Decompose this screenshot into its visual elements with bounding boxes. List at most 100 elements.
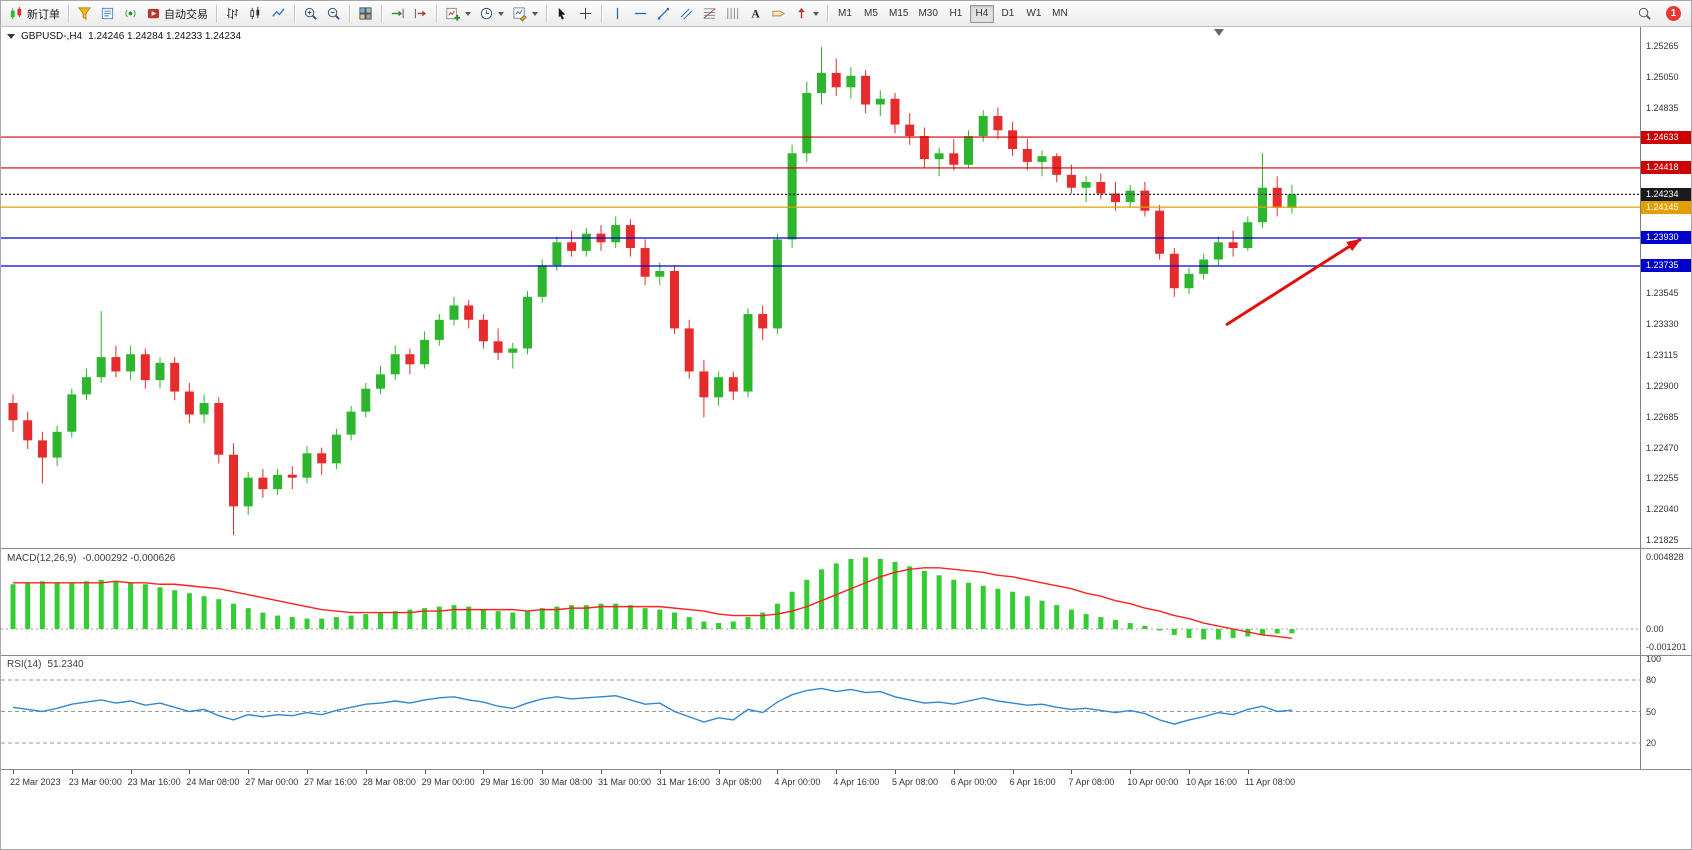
rsi-value: 51.2340	[47, 659, 84, 670]
candle-body	[817, 72, 826, 94]
macd-bar	[1010, 591, 1016, 629]
chart-shift-button[interactable]	[409, 4, 432, 24]
macd-bar	[172, 590, 178, 629]
price-axis-label: 1.24835	[1646, 103, 1679, 114]
macd-bar	[10, 584, 16, 629]
template-icon	[513, 6, 527, 22]
timeframe-m5[interactable]: M5	[859, 5, 883, 23]
zoom-out-button[interactable]	[322, 4, 345, 24]
macd-bar	[907, 566, 913, 629]
macd-bar	[848, 558, 854, 629]
candle-body	[229, 454, 238, 507]
candle-body	[861, 75, 871, 105]
bar-chart-button[interactable]	[221, 4, 244, 24]
text-label-icon	[772, 10, 786, 17]
time-axis-tick	[1189, 770, 1190, 774]
candle-body	[170, 362, 180, 392]
vertical-line-icon	[616, 7, 619, 20]
candle-body	[1258, 187, 1267, 223]
cycle-lines-button[interactable]	[721, 4, 744, 24]
zoom-in-button[interactable]	[299, 4, 322, 24]
notification-badge[interactable]: 1	[1666, 6, 1681, 21]
timeframe-m30[interactable]: M30	[914, 5, 941, 23]
time-axis-label: 4 Apr 16:00	[833, 777, 880, 787]
macd-panel-canvas[interactable]	[1, 550, 1640, 654]
candlestick-chart-button[interactable]	[244, 4, 267, 24]
autotrading-button[interactable]: 自动交易	[142, 4, 212, 24]
time-axis-tick	[836, 770, 838, 774]
rsi-line	[12, 687, 1292, 725]
candle-body	[919, 136, 929, 160]
crosshair-button[interactable]	[574, 4, 597, 24]
rsi-panel-canvas[interactable]	[1, 656, 1640, 769]
timeframe-h4[interactable]: H4	[969, 4, 994, 23]
fibonacci-button[interactable]	[698, 4, 721, 24]
price-axis[interactable]: 1.25265 1.25050 1.24835 1.23545 1.23330 1.231…	[1640, 27, 1691, 791]
trend-line-button[interactable]	[652, 4, 675, 24]
time-axis-tick	[13, 770, 14, 774]
candle-body	[67, 394, 77, 432]
timeframe-w1[interactable]: W1	[1022, 5, 1046, 23]
candle-body	[934, 153, 944, 160]
timeframe-m1[interactable]: M1	[833, 5, 857, 23]
time-axis-tick	[365, 770, 367, 774]
chart-shift-marker[interactable]	[1214, 29, 1224, 36]
price-chart-canvas[interactable]	[1, 27, 1640, 548]
horizontal-line-button[interactable]	[629, 4, 652, 24]
price-axis-label: 1.22255	[1646, 473, 1679, 484]
search-button[interactable]	[1633, 4, 1656, 24]
candle-body	[1022, 148, 1032, 162]
time-axis[interactable]: 22 Mar 2023 23 Mar 00:00 23 Mar 16:00 24 Ma…	[1, 769, 1691, 792]
candle-body	[8, 403, 18, 421]
macd-bar	[495, 611, 501, 629]
annotation-arrow-line[interactable]	[1225, 237, 1362, 327]
templates-button[interactable]	[508, 4, 542, 24]
macd-bar	[1201, 629, 1207, 640]
price-axis-label: 1.22900	[1646, 380, 1679, 391]
vertical-line-button[interactable]	[606, 4, 629, 24]
tile-windows-button[interactable]	[354, 4, 377, 24]
periods-button[interactable]	[475, 4, 508, 24]
equidistant-channel-button[interactable]	[675, 4, 698, 24]
timeframe-d1[interactable]: D1	[996, 5, 1020, 23]
time-axis-label: 31 Mar 00:00	[598, 777, 652, 787]
broadcast-button[interactable]	[119, 4, 142, 24]
line-chart-button[interactable]	[267, 4, 290, 24]
macd-bar	[921, 570, 927, 629]
zoom-out-icon	[327, 7, 340, 20]
timeframe-m15[interactable]: M15	[885, 5, 912, 23]
macd-bar	[201, 596, 207, 629]
new-chart-button[interactable]	[441, 4, 475, 24]
arrows-button[interactable]	[790, 4, 823, 24]
timeframe-h1[interactable]: H1	[944, 5, 968, 23]
cursor-button[interactable]	[551, 4, 574, 24]
time-axis-tick	[777, 770, 779, 774]
macd-bar	[613, 603, 619, 629]
one-click-trading-toggle[interactable]	[7, 34, 15, 39]
macd-bar	[216, 599, 222, 629]
time-axis-label: 10 Apr 16:00	[1186, 777, 1238, 787]
annotation-arrow-head[interactable]	[1346, 239, 1361, 252]
funnel-button[interactable]	[73, 4, 96, 24]
separator	[216, 4, 217, 23]
new-order-button[interactable]: 新订单	[5, 4, 64, 24]
separator	[68, 4, 69, 23]
journal-button[interactable]	[96, 4, 119, 24]
candle-body	[1213, 242, 1223, 260]
time-axis-label: 27 Mar 00:00	[245, 777, 299, 787]
time-axis-label: 29 Mar 00:00	[421, 777, 475, 787]
timeframe-mn[interactable]: MN	[1048, 5, 1072, 23]
time-axis-tick	[895, 770, 896, 774]
auto-scroll-button[interactable]	[386, 4, 409, 24]
candle-body	[1066, 174, 1076, 188]
panel-splitter[interactable]	[1, 655, 1691, 656]
text-button[interactable]: A	[744, 4, 767, 24]
rsi-header: RSI(14) 51.2340	[7, 659, 84, 670]
text-label-button[interactable]	[767, 4, 790, 24]
macd-bar	[231, 603, 236, 629]
candle-body	[37, 440, 47, 458]
macd-axis-label: 0.004828	[1646, 552, 1684, 562]
panel-splitter[interactable]	[1, 548, 1691, 549]
time-axis-label: 3 Apr 08:00	[715, 777, 762, 787]
